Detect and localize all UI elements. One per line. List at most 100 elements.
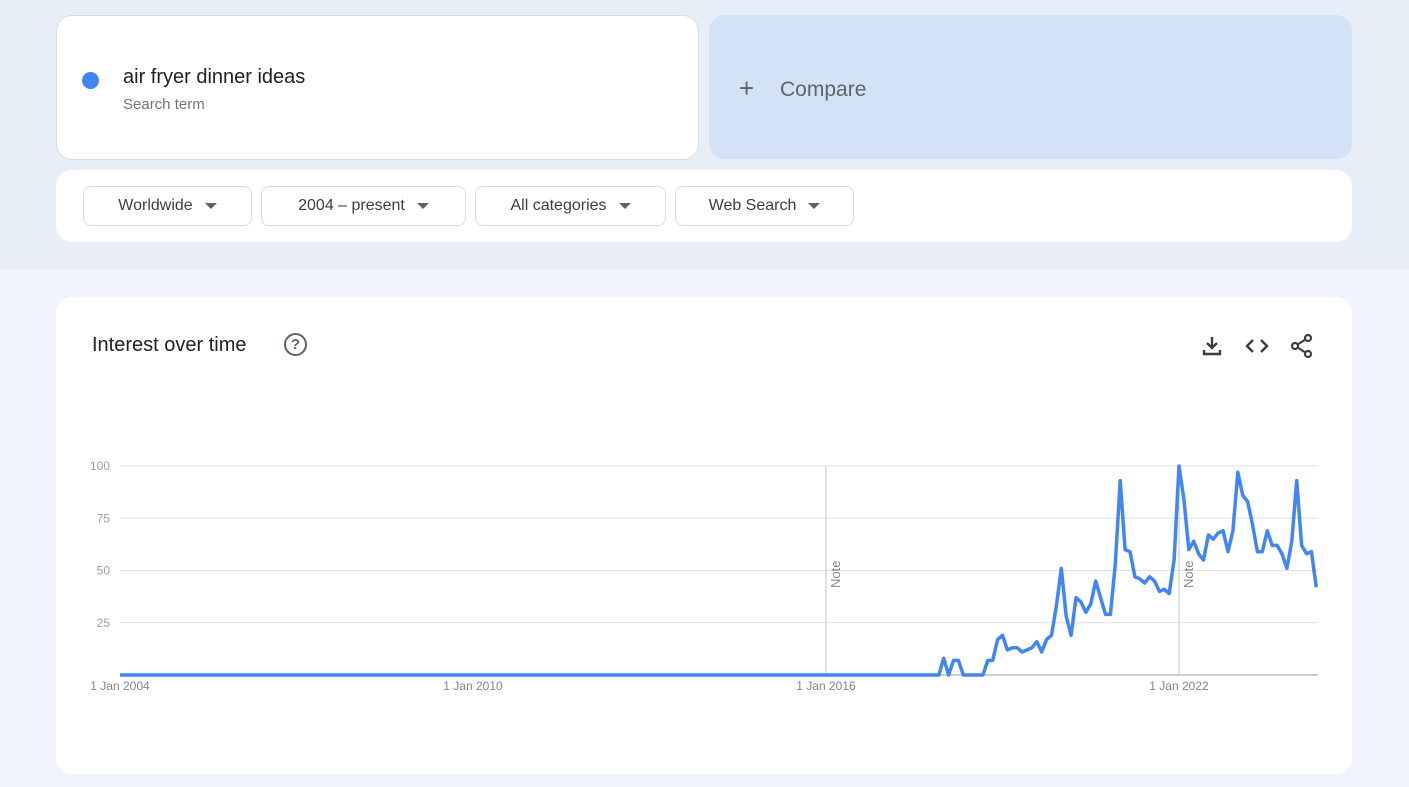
data-point[interactable] [824, 673, 829, 678]
data-point[interactable] [196, 673, 201, 678]
data-point[interactable] [142, 673, 147, 678]
data-point[interactable] [583, 673, 588, 678]
search-type-filter[interactable]: Web Search [675, 186, 854, 226]
data-point[interactable] [1128, 549, 1133, 554]
data-point[interactable] [186, 673, 191, 678]
data-point[interactable] [1000, 633, 1005, 638]
data-point[interactable] [951, 658, 956, 663]
data-point[interactable] [1289, 539, 1294, 544]
data-point[interactable] [1196, 551, 1201, 556]
data-point[interactable] [534, 673, 539, 678]
data-point[interactable] [765, 673, 770, 678]
data-point[interactable] [603, 673, 608, 678]
data-point[interactable] [500, 673, 505, 678]
data-point[interactable] [230, 673, 235, 678]
data-point[interactable] [760, 673, 765, 678]
data-point[interactable] [1010, 645, 1015, 650]
data-point[interactable] [696, 673, 701, 678]
data-point[interactable] [1137, 576, 1142, 581]
compare-button[interactable]: + Compare [709, 15, 1352, 159]
data-point[interactable] [1221, 528, 1226, 533]
data-point[interactable] [1245, 499, 1250, 504]
data-point[interactable] [1103, 612, 1108, 617]
data-point[interactable] [147, 673, 152, 678]
data-point[interactable] [172, 673, 177, 678]
data-point[interactable] [1039, 650, 1044, 655]
data-point[interactable] [1098, 595, 1103, 600]
search-term-name[interactable]: air fryer dinner ideas [123, 66, 306, 88]
data-point[interactable] [1235, 470, 1240, 475]
data-point[interactable] [667, 673, 672, 678]
data-point[interactable] [446, 673, 451, 678]
data-point[interactable] [1108, 612, 1113, 617]
data-point[interactable] [382, 673, 387, 678]
data-point[interactable] [701, 673, 706, 678]
search-term-card[interactable]: air fryer dinner ideas Search term [56, 15, 699, 160]
data-point[interactable] [853, 673, 858, 678]
data-point[interactable] [1059, 566, 1064, 571]
data-point[interactable] [387, 673, 392, 678]
data-point[interactable] [1049, 633, 1054, 638]
data-point[interactable] [436, 673, 441, 678]
data-point[interactable] [681, 673, 686, 678]
data-point[interactable] [221, 673, 226, 678]
data-point[interactable] [1294, 478, 1299, 483]
data-point[interactable] [417, 673, 422, 678]
data-point[interactable] [549, 673, 554, 678]
data-point[interactable] [691, 673, 696, 678]
data-point[interactable] [740, 673, 745, 678]
data-point[interactable] [878, 673, 883, 678]
data-point[interactable] [745, 673, 750, 678]
data-point[interactable] [397, 673, 402, 678]
data-point[interactable] [353, 673, 358, 678]
data-point[interactable] [431, 673, 436, 678]
data-point[interactable] [260, 673, 265, 678]
data-point[interactable] [1044, 637, 1049, 642]
data-point[interactable] [235, 673, 240, 678]
data-point[interactable] [1142, 581, 1147, 586]
data-point[interactable] [706, 673, 711, 678]
data-point[interactable] [377, 673, 382, 678]
data-point[interactable] [1182, 497, 1187, 502]
data-point[interactable] [1201, 558, 1206, 563]
data-point[interactable] [613, 673, 618, 678]
data-point[interactable] [1216, 530, 1221, 535]
data-point[interactable] [726, 673, 731, 678]
data-point[interactable] [593, 673, 598, 678]
share-icon[interactable] [1289, 333, 1315, 359]
data-point[interactable] [544, 673, 549, 678]
data-point[interactable] [907, 673, 912, 678]
data-point[interactable] [1157, 589, 1162, 594]
data-point[interactable] [167, 673, 172, 678]
data-point[interactable] [868, 673, 873, 678]
data-point[interactable] [976, 673, 981, 678]
data-point[interactable] [451, 673, 456, 678]
data-point[interactable] [755, 673, 760, 678]
data-point[interactable] [324, 673, 329, 678]
data-point[interactable] [1123, 547, 1128, 552]
data-point[interactable] [368, 673, 373, 678]
data-point[interactable] [1132, 574, 1137, 579]
data-point[interactable] [441, 673, 446, 678]
data-point[interactable] [990, 658, 995, 663]
data-point[interactable] [647, 673, 652, 678]
data-point[interactable] [1147, 574, 1152, 579]
data-point[interactable] [912, 673, 917, 678]
data-point[interactable] [564, 673, 569, 678]
data-point[interactable] [652, 673, 657, 678]
data-point[interactable] [1074, 595, 1079, 600]
data-point[interactable] [873, 673, 878, 678]
data-point[interactable] [118, 673, 123, 678]
data-point[interactable] [211, 673, 216, 678]
data-point[interactable] [598, 673, 603, 678]
data-point[interactable] [1015, 645, 1020, 650]
data-point[interactable] [882, 673, 887, 678]
data-point[interactable] [1083, 610, 1088, 615]
data-point[interactable] [1275, 543, 1280, 548]
data-point[interactable] [588, 673, 593, 678]
data-point[interactable] [809, 673, 814, 678]
data-point[interactable] [730, 673, 735, 678]
data-point[interactable] [804, 673, 809, 678]
data-point[interactable] [672, 673, 677, 678]
data-point[interactable] [270, 673, 275, 678]
